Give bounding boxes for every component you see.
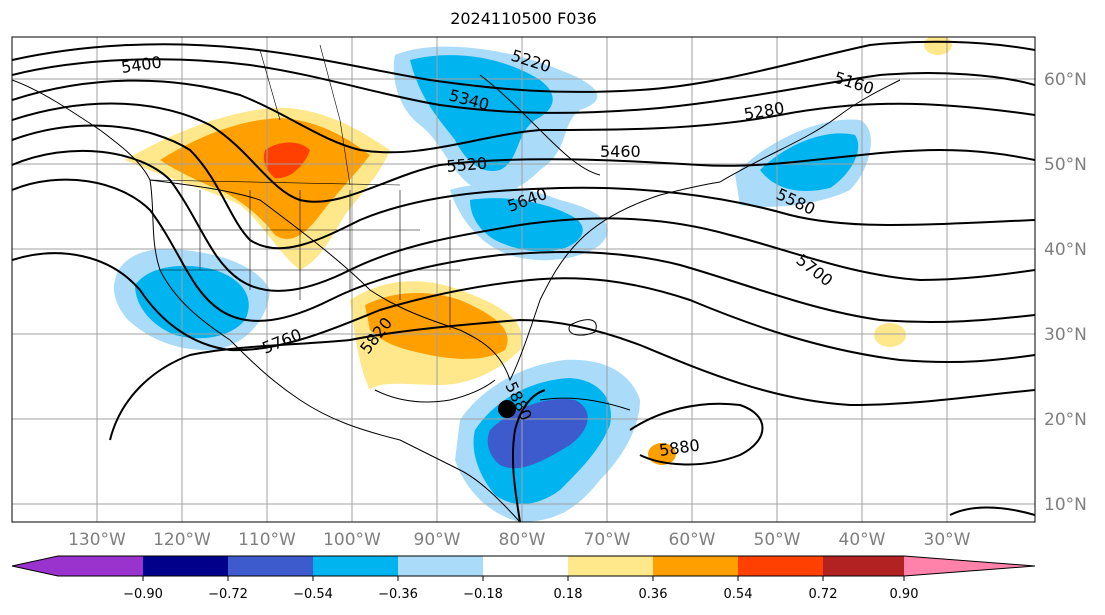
colorbar-bin-7 bbox=[568, 556, 653, 576]
lat-label-50n: 50°N bbox=[1044, 155, 1087, 175]
colorbar: −0.90 −0.72 −0.54 −0.36 −0.18 0.18 0.36 … bbox=[11, 555, 1036, 602]
colorbar-bin-1 bbox=[58, 556, 143, 576]
map-title: 2024110500 F036 bbox=[450, 9, 597, 28]
colorbar-tick-label-2: −0.72 bbox=[208, 587, 248, 602]
yellow-spot-atlantic bbox=[874, 323, 906, 347]
colorbar-ticks bbox=[142, 576, 905, 581]
orange-spot-tropics bbox=[648, 443, 676, 465]
lon-label-120w: 120°W bbox=[153, 530, 211, 550]
colorbar-tick-label-3: −0.54 bbox=[293, 587, 333, 602]
colorbar-bin-4 bbox=[313, 556, 398, 576]
lat-label-30n: 30°N bbox=[1044, 325, 1087, 345]
colorbar-high-extension bbox=[904, 556, 1035, 576]
colorbar-bin-10 bbox=[823, 556, 904, 576]
colorbar-tick-label-8: 0.54 bbox=[724, 587, 753, 602]
yellow-spot-north bbox=[924, 37, 952, 55]
colorbar-low-extension bbox=[12, 556, 58, 576]
lon-label-70w: 70°W bbox=[584, 530, 631, 550]
lon-label-30w: 30°W bbox=[924, 530, 971, 550]
contour-label-5460: 5460 bbox=[600, 142, 641, 161]
colorbar-tick-label-5: −0.18 bbox=[463, 587, 503, 602]
lat-label-10n: 10°N bbox=[1044, 495, 1087, 515]
colorbar-tick-label-1: −0.90 bbox=[123, 587, 163, 602]
lon-label-40w: 40°W bbox=[839, 530, 886, 550]
longitude-labels: 130°W 120°W 110°W 100°W 90°W 80°W 70°W 6… bbox=[68, 530, 971, 550]
colorbar-tick-label-6: 0.18 bbox=[554, 587, 583, 602]
lat-label-40n: 40°N bbox=[1044, 240, 1087, 260]
height-contours bbox=[12, 40, 1035, 522]
lon-label-110w: 110°W bbox=[238, 530, 296, 550]
lon-label-90w: 90°W bbox=[414, 530, 461, 550]
blue-core-southwest bbox=[135, 265, 249, 339]
contour-label-5520: 5520 bbox=[446, 154, 488, 176]
colorbar-bin-3 bbox=[228, 556, 313, 576]
orange-shade-gulf bbox=[365, 293, 508, 359]
lat-label-60n: 60°N bbox=[1044, 70, 1087, 90]
blue-core-canada bbox=[410, 55, 553, 171]
colorbar-bin-8 bbox=[653, 556, 738, 576]
map-frame bbox=[11, 36, 1036, 523]
lon-label-100w: 100°W bbox=[323, 530, 381, 550]
colorbar-bin-9 bbox=[738, 556, 823, 576]
lon-label-130w: 130°W bbox=[68, 530, 126, 550]
lon-label-60w: 60°W bbox=[669, 530, 716, 550]
colorbar-bin-2 bbox=[143, 556, 228, 576]
colorbar-outline bbox=[11, 555, 1036, 577]
colorbar-tick-label-7: 0.36 bbox=[639, 587, 668, 602]
colorbar-bin-5 bbox=[398, 556, 483, 576]
storm-center-dot bbox=[498, 400, 516, 418]
gridlines bbox=[12, 37, 1035, 522]
red-shade-northwest bbox=[263, 142, 310, 179]
latitude-labels: 60°N 50°N 40°N 30°N 20°N 10°N bbox=[1044, 70, 1087, 515]
blue-core-atlantic bbox=[760, 133, 859, 191]
lon-label-50w: 50°W bbox=[754, 530, 801, 550]
lat-label-20n: 20°N bbox=[1044, 410, 1087, 430]
colorbar-bin-6 bbox=[483, 556, 568, 576]
colorbar-tick-label-10: 0.90 bbox=[890, 587, 919, 602]
lon-label-80w: 80°W bbox=[499, 530, 546, 550]
colorbar-tick-label-4: −0.36 bbox=[378, 587, 418, 602]
orange-shade-northwest bbox=[160, 118, 370, 239]
colorbar-tick-label-9: 0.72 bbox=[809, 587, 838, 602]
